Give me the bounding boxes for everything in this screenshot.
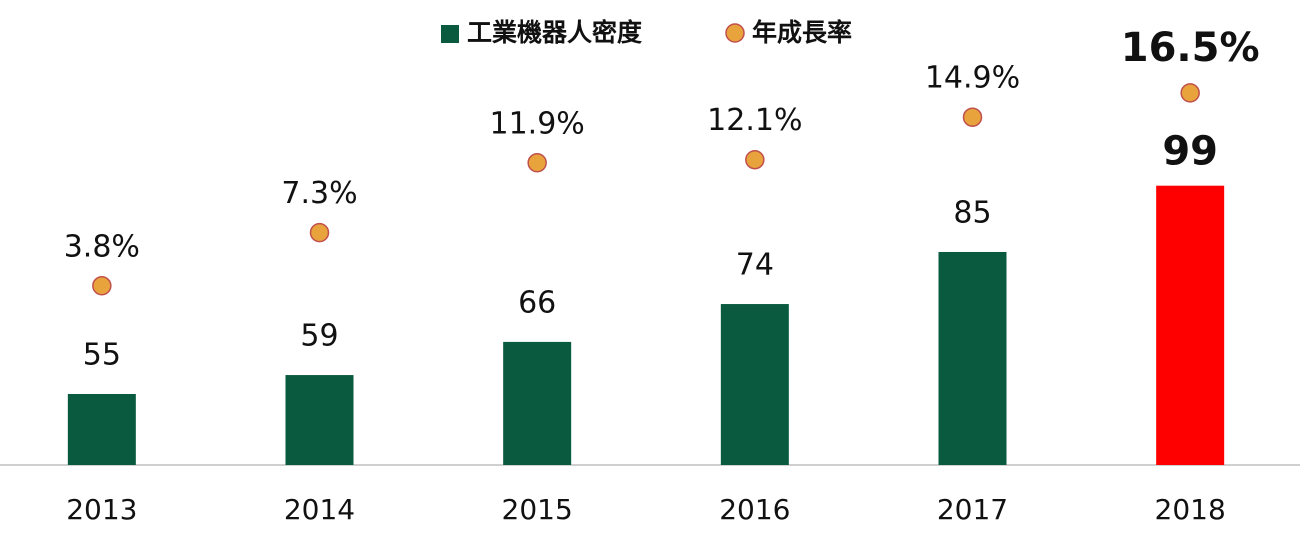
growth-point: [527, 153, 547, 173]
x-tick-label: 2014: [284, 493, 355, 526]
bar-value-label: 99: [1162, 129, 1218, 175]
bar: [67, 393, 136, 465]
growth-label: 14.9%: [925, 61, 1020, 96]
bar-value-label: 55: [83, 337, 121, 372]
x-tick-label: 2017: [937, 493, 1008, 526]
growth-point: [92, 276, 112, 296]
bar: [938, 251, 1007, 465]
growth-label: 3.8%: [64, 229, 140, 264]
growth-label: 7.3%: [281, 176, 357, 211]
bar: [720, 304, 789, 465]
growth-label: 16.5%: [1121, 25, 1260, 71]
bar: [503, 341, 572, 465]
x-tick-label: 2013: [66, 493, 137, 526]
x-tick-label: 2015: [502, 493, 573, 526]
x-tick-label: 2018: [1155, 493, 1226, 526]
growth-point: [1180, 83, 1200, 103]
growth-point: [309, 222, 330, 243]
legend-swatch: [725, 23, 745, 43]
legend-label: 年成長率: [752, 18, 852, 47]
legend-label: 工業機器人密度: [467, 18, 642, 47]
x-tick-label: 2016: [719, 493, 790, 526]
bar-value-label: 59: [300, 319, 338, 354]
growth-label: 11.9%: [490, 106, 585, 141]
growth-label: 12.1%: [707, 103, 802, 138]
legend-swatch: [441, 25, 459, 43]
growth-point: [745, 149, 765, 170]
bar-value-label: 85: [953, 195, 991, 230]
bar: [285, 375, 354, 465]
bar-value-label: 66: [518, 285, 556, 320]
bar: [1156, 185, 1225, 466]
bar-value-label: 74: [736, 248, 774, 283]
growth-point: [962, 107, 983, 127]
